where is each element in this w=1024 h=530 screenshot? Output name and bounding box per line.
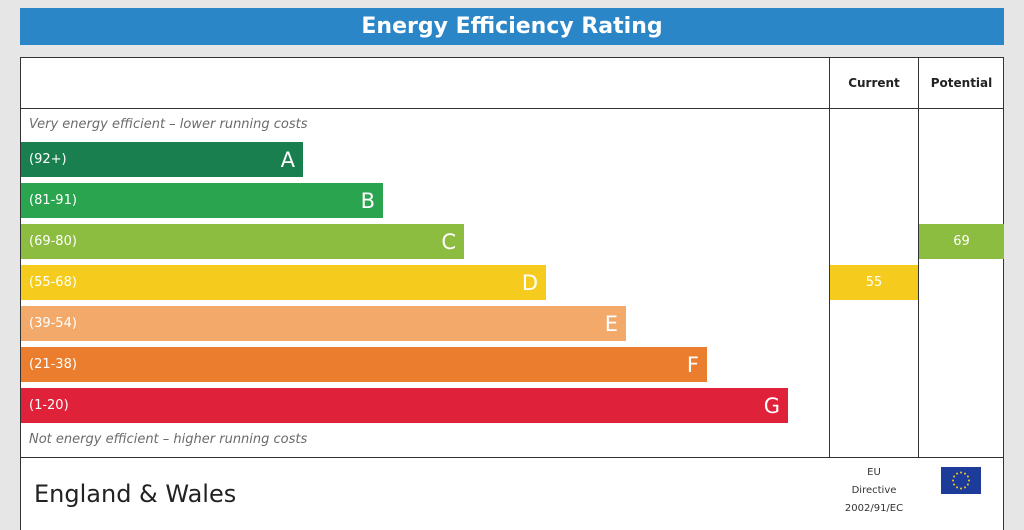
band-letter: A <box>280 147 295 172</box>
band-letter: G <box>763 393 780 418</box>
eu-line: 2002/91/EC <box>844 503 904 514</box>
band-letter: E <box>604 311 618 336</box>
inefficient-note: Not energy efficient – higher running co… <box>29 432 308 447</box>
band-f: (21-38) F <box>21 347 707 382</box>
header-divider <box>20 108 1004 109</box>
band-g: (1-20) G <box>21 388 788 423</box>
footer-divider <box>20 457 1004 458</box>
efficient-note: Very energy efficient – lower running co… <box>29 117 308 132</box>
eu-directive-text: EU Directive 2002/91/EC <box>830 464 918 518</box>
band-c: (69-80) C <box>21 224 464 259</box>
page-title: Energy Efficiency Rating <box>20 8 1004 45</box>
band-d: (55-68) D <box>21 265 546 300</box>
band-range: (92+) <box>29 152 67 167</box>
column-divider-current <box>829 57 830 457</box>
potential-column-header: Potential <box>930 76 993 90</box>
band-letter: F <box>686 352 699 377</box>
eu-flag-icon <box>941 467 981 494</box>
band-letter: C <box>441 229 456 254</box>
potential-rating: 69 <box>919 224 1004 259</box>
band-letter: B <box>360 188 375 213</box>
eu-line: EU <box>867 467 881 478</box>
country-label: England & Wales <box>34 480 237 508</box>
band-letter: D <box>521 270 538 295</box>
current-rating: 55 <box>830 265 918 300</box>
band-range: (69-80) <box>29 234 77 249</box>
column-divider-potential <box>918 57 919 457</box>
band-e: (39-54) E <box>21 306 626 341</box>
band-range: (1-20) <box>29 398 69 413</box>
band-range: (55-68) <box>29 275 77 290</box>
band-a: (92+) A <box>21 142 303 177</box>
band-range: (81-91) <box>29 193 77 208</box>
band-range: (39-54) <box>29 316 77 331</box>
current-column-header: Current <box>848 76 900 90</box>
band-b: (81-91) B <box>21 183 383 218</box>
eu-line: Directive <box>851 485 897 496</box>
band-range: (21-38) <box>29 357 77 372</box>
